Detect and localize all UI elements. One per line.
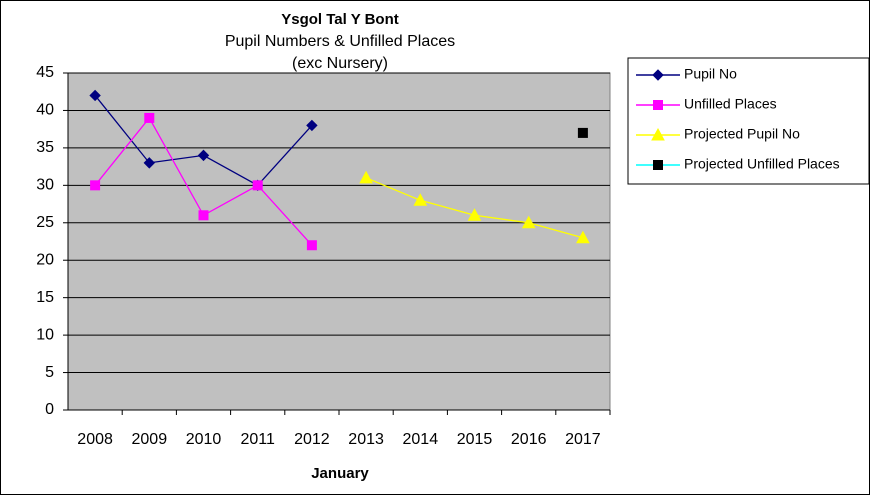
chart-subtitle: (exc Nursery)	[292, 55, 388, 72]
legend-label: Projected Pupil No	[684, 126, 800, 142]
x-axis-label: January	[311, 465, 369, 482]
chart-title: Ysgol Tal Y Bont	[281, 11, 399, 28]
legend-label: Unfilled Places	[684, 96, 777, 112]
y-tick-label: 10	[36, 326, 54, 343]
y-tick-label: 0	[45, 401, 54, 418]
x-tick-label: 2014	[403, 431, 439, 448]
data-point	[144, 112, 155, 123]
x-tick-label: 2013	[348, 431, 384, 448]
legend-label: Pupil No	[684, 66, 737, 82]
legend-marker	[651, 127, 665, 141]
legend-box	[627, 57, 870, 185]
x-tick-label: 2010	[186, 431, 222, 448]
x-tick-label: 2008	[77, 431, 113, 448]
y-tick-label: 40	[36, 102, 54, 119]
data-point	[521, 215, 536, 229]
legend-marker	[653, 100, 663, 110]
data-point	[576, 230, 590, 244]
chart-subtitle: Pupil Numbers & Unfilled Places	[225, 33, 455, 50]
y-tick-label: 30	[36, 177, 54, 194]
legend-marker	[653, 160, 663, 170]
x-tick-label: 2009	[132, 431, 168, 448]
y-tick-label: 35	[36, 139, 54, 156]
plot-area	[67, 72, 611, 411]
y-tick-label: 45	[36, 64, 54, 81]
data-point	[306, 240, 317, 251]
x-tick-label: 2011	[240, 431, 275, 448]
y-tick-label: 15	[36, 289, 54, 306]
data-point	[252, 180, 263, 191]
data-point	[197, 149, 210, 162]
data-point	[359, 170, 373, 184]
x-tick-label: 2017	[565, 431, 601, 448]
data-point	[306, 119, 318, 132]
data-point	[198, 210, 209, 221]
legend-marker	[652, 69, 664, 81]
data-point	[89, 89, 101, 102]
data-point	[413, 193, 428, 206]
y-tick-label: 25	[36, 214, 54, 231]
data-point	[577, 127, 588, 138]
data-point	[467, 208, 482, 221]
data-point	[143, 157, 156, 169]
data-point	[90, 180, 101, 191]
legend-label: Projected Unfilled Places	[684, 156, 840, 172]
y-tick-label: 20	[36, 251, 54, 268]
y-tick-label: 5	[45, 364, 54, 381]
x-tick-label: 2015	[457, 431, 493, 448]
x-tick-label: 2016	[511, 431, 547, 448]
x-tick-label: 2012	[294, 431, 330, 448]
